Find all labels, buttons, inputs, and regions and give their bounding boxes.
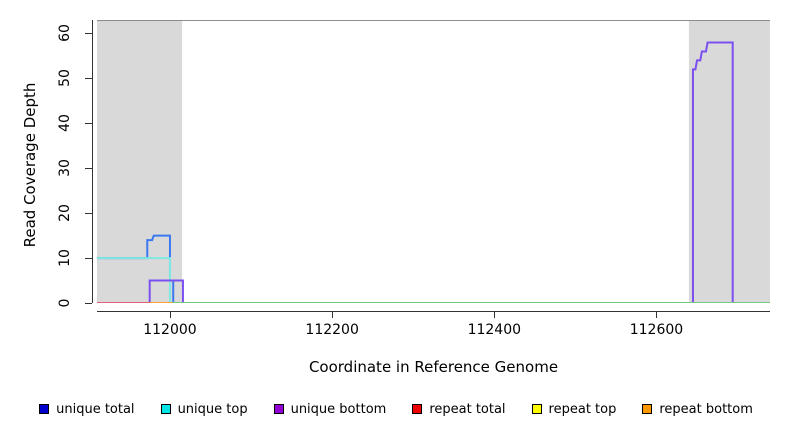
legend-swatch-icon [160, 404, 171, 414]
y-tick-mark [85, 213, 92, 215]
coverage-traces [97, 20, 770, 303]
legend-swatch-icon [273, 404, 284, 414]
legend-label: repeat bottom [659, 401, 753, 417]
y-tick-label: 40 [52, 110, 78, 136]
y-tick-label-text: 60 [57, 24, 73, 43]
plot-area [97, 20, 770, 303]
y-tick-label: 20 [52, 200, 78, 226]
x-tick-label: 112600 [629, 322, 684, 338]
y-tick-label: 10 [52, 245, 78, 271]
chart-legend: unique total unique top unique bottom repea… [0, 398, 792, 420]
legend-label: unique bottom [290, 401, 387, 417]
legend-item-repeat-total[interactable]: repeat total [412, 401, 506, 417]
y-tick-label: 30 [52, 155, 78, 181]
y-tick-label: 0 [52, 290, 78, 316]
y-tick-label-text: 40 [57, 114, 73, 133]
legend-swatch-icon [39, 404, 50, 414]
legend-label: repeat top [548, 401, 617, 417]
y-tick-mark [85, 33, 92, 35]
x-tick-label: 112200 [305, 322, 359, 338]
y-axis-line [92, 20, 93, 303]
legend-swatch-icon [642, 404, 653, 414]
y-tick-label: 60 [52, 20, 78, 46]
y-tick-label-text: 10 [57, 249, 73, 267]
x-axis-title: Coordinate in Reference Genome [308, 358, 559, 376]
y-tick-label-text: 30 [57, 159, 73, 178]
x-tick-label: 112000 [143, 322, 197, 338]
x-tick-mark [656, 311, 658, 318]
repeat-region-left [97, 20, 183, 303]
legend-item-repeat-bottom[interactable]: repeat bottom [642, 402, 753, 417]
y-tick-mark [85, 303, 92, 304]
x-tick-label: 112400 [467, 322, 522, 338]
trace-unique-bottom [97, 41, 770, 303]
y-tick-mark [85, 168, 92, 170]
x-tick-mark [494, 311, 496, 318]
y-axis-title: Read Coverage Depth [21, 82, 39, 248]
trace-unique-total [97, 234, 770, 303]
y-tick-label-text: 0 [57, 298, 73, 308]
legend-item-unique-bottom[interactable]: unique bottom [273, 401, 387, 417]
y-tick-label-text: 20 [57, 204, 73, 223]
legend-item-unique-total[interactable]: unique total [39, 401, 135, 417]
legend-item-repeat-top[interactable]: repeat top [531, 401, 617, 417]
y-tick-mark [85, 258, 92, 260]
legend-label: unique total [56, 401, 135, 417]
legend-swatch-icon [412, 404, 423, 414]
x-axis-line [97, 311, 770, 312]
x-tick-mark [169, 311, 171, 318]
y-tick-mark [85, 78, 92, 80]
legend-swatch-icon [531, 404, 542, 414]
legend-item-unique-top[interactable]: unique top [160, 401, 248, 417]
y-tick-label-text: 50 [57, 69, 73, 88]
legend-label: repeat total [429, 401, 506, 417]
y-tick-mark [85, 123, 92, 125]
trace-unique-top [97, 257, 770, 303]
repeat-region-right [688, 20, 770, 303]
y-tick-label: 50 [52, 65, 78, 91]
legend-label: unique top [177, 401, 248, 417]
x-tick-mark [332, 311, 334, 318]
